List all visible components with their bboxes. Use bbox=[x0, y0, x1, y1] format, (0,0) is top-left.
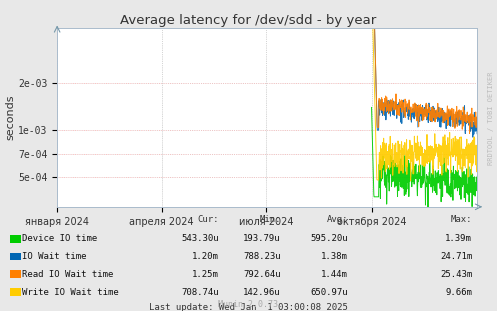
Text: 24.71m: 24.71m bbox=[440, 252, 472, 261]
Text: 9.66m: 9.66m bbox=[445, 288, 472, 296]
Text: 792.64u: 792.64u bbox=[243, 270, 281, 279]
Text: Last update: Wed Jan  1 03:00:08 2025: Last update: Wed Jan 1 03:00:08 2025 bbox=[149, 304, 348, 311]
Text: Munin 2.0.73: Munin 2.0.73 bbox=[219, 299, 278, 309]
Text: 543.30u: 543.30u bbox=[181, 234, 219, 243]
Y-axis label: seconds: seconds bbox=[5, 95, 15, 140]
Text: 193.79u: 193.79u bbox=[243, 234, 281, 243]
Text: Write IO Wait time: Write IO Wait time bbox=[22, 288, 119, 296]
Text: Max:: Max: bbox=[451, 215, 472, 224]
Text: Cur:: Cur: bbox=[197, 215, 219, 224]
Text: Min:: Min: bbox=[259, 215, 281, 224]
Text: Read IO Wait time: Read IO Wait time bbox=[22, 270, 114, 279]
Text: 1.44m: 1.44m bbox=[321, 270, 348, 279]
Text: IO Wait time: IO Wait time bbox=[22, 252, 87, 261]
Text: 1.20m: 1.20m bbox=[192, 252, 219, 261]
Text: 142.96u: 142.96u bbox=[243, 288, 281, 296]
Text: Device IO time: Device IO time bbox=[22, 234, 97, 243]
Text: Average latency for /dev/sdd - by year: Average latency for /dev/sdd - by year bbox=[120, 14, 377, 27]
Text: 1.38m: 1.38m bbox=[321, 252, 348, 261]
Text: 708.74u: 708.74u bbox=[181, 288, 219, 296]
Text: 788.23u: 788.23u bbox=[243, 252, 281, 261]
Text: 25.43m: 25.43m bbox=[440, 270, 472, 279]
Text: 595.20u: 595.20u bbox=[310, 234, 348, 243]
Text: Avg:: Avg: bbox=[327, 215, 348, 224]
Text: 1.25m: 1.25m bbox=[192, 270, 219, 279]
Text: 1.39m: 1.39m bbox=[445, 234, 472, 243]
Text: RRDTOOL / TOBI OETIKER: RRDTOOL / TOBI OETIKER bbox=[488, 72, 494, 165]
Text: 650.97u: 650.97u bbox=[310, 288, 348, 296]
